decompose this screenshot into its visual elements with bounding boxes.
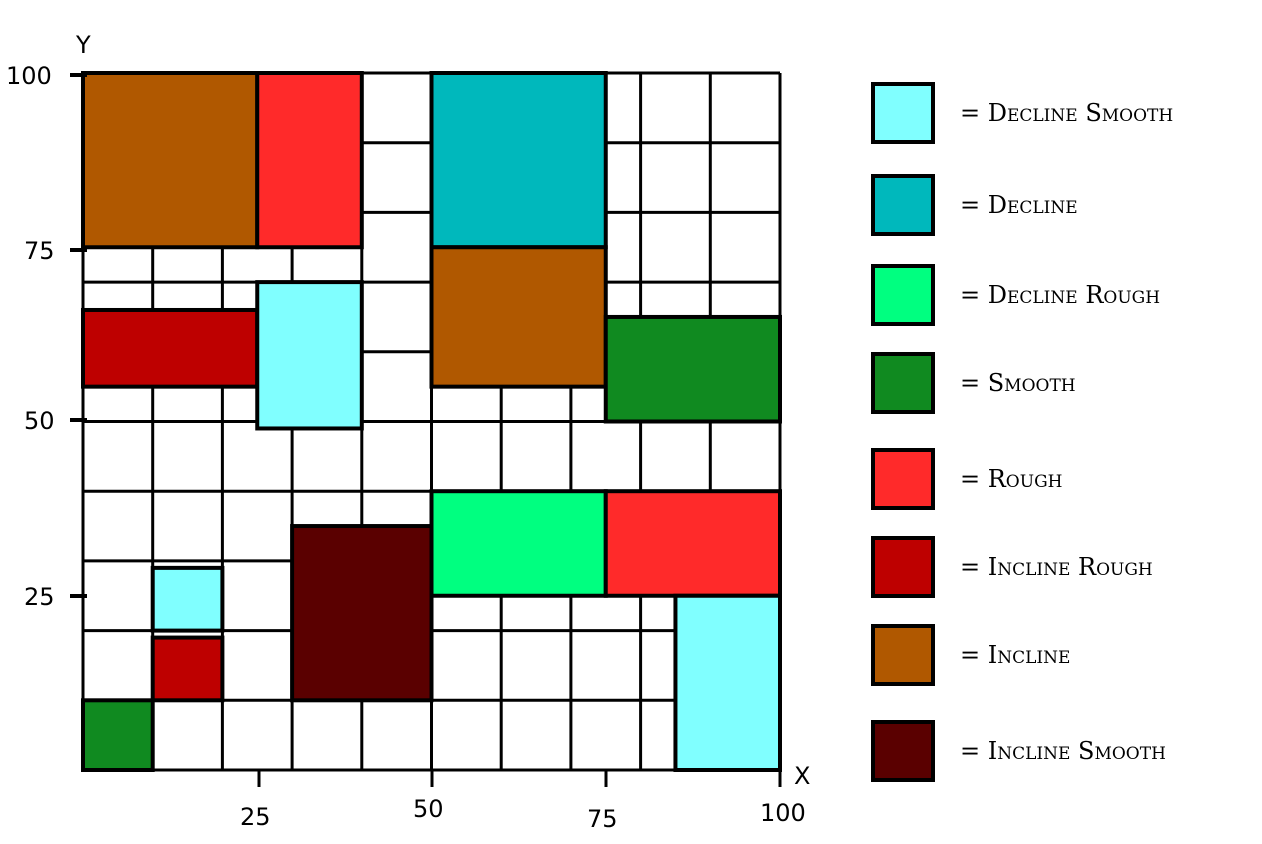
legend: = Decline Smooth = Decline = Decline Rough… [871, 82, 1173, 782]
region-incline-smooth [290, 524, 434, 703]
region-smooth [81, 698, 155, 772]
x-tick-label-75: 75 [587, 805, 618, 833]
region-decline-rough [429, 489, 608, 598]
legend-label: = Decline Rough [960, 281, 1160, 309]
legend-swatch [871, 536, 935, 598]
legend-item-incline-rough: = Incline Rough [871, 536, 1153, 598]
y-tick-label-75: 75 [24, 237, 55, 265]
region-incline [81, 71, 260, 250]
legend-item-smooth: = Smooth [871, 352, 1076, 414]
legend-swatch [871, 448, 935, 510]
legend-item-incline: = Incline [871, 624, 1070, 686]
region-rough [603, 489, 782, 598]
y-tick-label-25: 25 [24, 583, 55, 611]
region-incline-rough [150, 635, 225, 703]
legend-swatch [871, 720, 935, 782]
region-decline-smooth [150, 565, 225, 633]
legend-item-incline-smooth: = Incline Smooth [871, 720, 1166, 782]
region-smooth [603, 314, 782, 424]
legend-item-decline-rough: = Decline Rough [871, 264, 1160, 326]
x-tick-label-25: 25 [240, 803, 271, 831]
y-tick-label-100: 100 [6, 62, 52, 90]
legend-label: = Incline [960, 641, 1070, 669]
region-decline-smooth [673, 593, 783, 772]
legend-item-rough: = Rough [871, 448, 1062, 510]
legend-item-decline-smooth: = Decline Smooth [871, 82, 1173, 144]
y-axis-ticks: 100 75 50 25 [6, 62, 87, 611]
legend-swatch [871, 174, 935, 236]
region-incline-rough [81, 307, 260, 389]
legend-label: = Smooth [960, 369, 1076, 397]
x-axis-label: X [794, 762, 810, 790]
x-axis-ticks: 25 50 75 100 [240, 770, 806, 833]
y-axis-label: Y [75, 31, 91, 59]
legend-item-decline: = Decline [871, 174, 1078, 236]
legend-label: = Decline [960, 191, 1078, 219]
legend-swatch [871, 352, 935, 414]
x-tick-label-100: 100 [760, 799, 806, 827]
region-rough [255, 71, 364, 250]
region-decline [429, 71, 608, 250]
legend-label: = Incline Rough [960, 553, 1153, 581]
axes: Y X 100 75 50 25 25 50 75 100 [6, 31, 810, 833]
region-decline-smooth [255, 280, 364, 431]
region-incline [429, 245, 608, 389]
legend-swatch [871, 624, 935, 686]
legend-swatch [871, 82, 935, 144]
terrain-regions [81, 71, 783, 772]
x-tick-label-50: 50 [413, 795, 444, 823]
legend-label: = Rough [960, 465, 1062, 493]
y-tick-label-50: 50 [24, 407, 55, 435]
legend-label: = Decline Smooth [960, 99, 1173, 127]
legend-swatch [871, 264, 935, 326]
legend-label: = Incline Smooth [960, 737, 1166, 765]
